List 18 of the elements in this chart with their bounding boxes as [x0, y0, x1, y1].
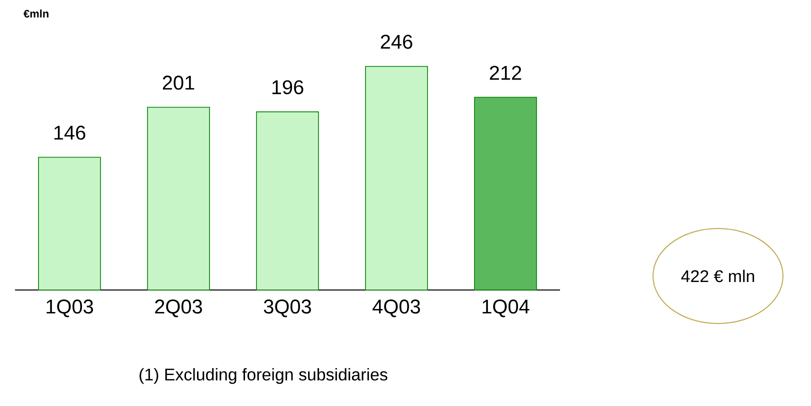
- bar: [256, 111, 319, 290]
- x-tick-label: 2Q03: [155, 300, 202, 318]
- data-label: 212: [490, 66, 522, 80]
- bar: [38, 156, 101, 290]
- x-tick-label: 4Q03: [372, 300, 420, 318]
- data-label: 196: [272, 80, 304, 94]
- bar: [365, 66, 428, 290]
- text: 422 € mln: [681, 270, 754, 282]
- data-label: 201: [162, 76, 194, 90]
- x-tick-label: 1Q04: [482, 300, 530, 318]
- data-label: 146: [54, 126, 86, 140]
- y-axis-title: €mln: [24, 10, 48, 18]
- bar: [147, 106, 210, 290]
- x-tick-label: 1Q03: [46, 300, 93, 318]
- data-label: 246: [380, 34, 412, 49]
- text: (1) Excluding foreign subsidiaries: [140, 368, 388, 384]
- x-tick-label: 3Q03: [264, 300, 311, 318]
- bar: [474, 96, 537, 290]
